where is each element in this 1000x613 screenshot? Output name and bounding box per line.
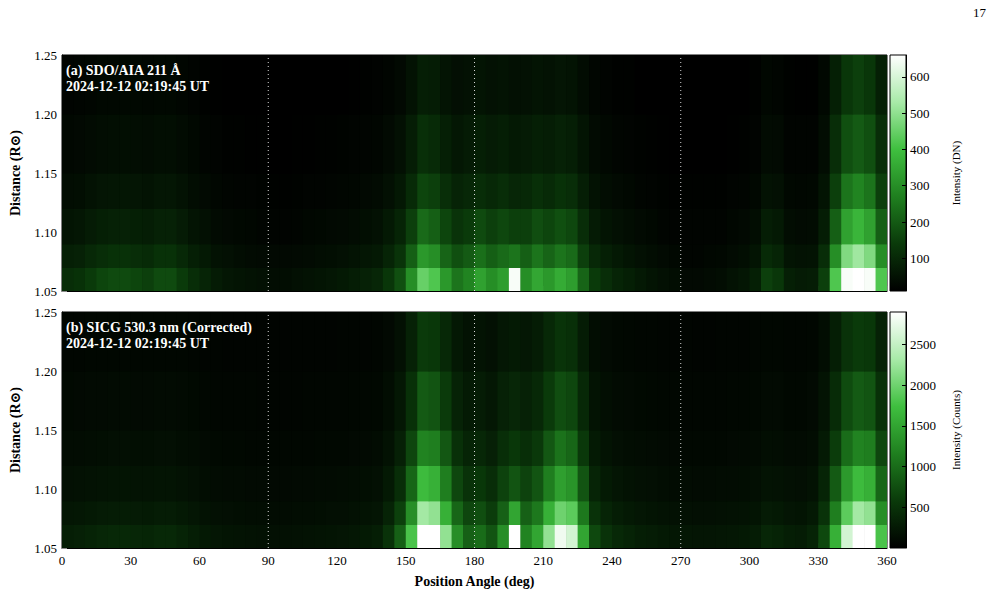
svg-text:600: 600 — [910, 69, 930, 84]
svg-text:Intensity (DN): Intensity (DN) — [950, 140, 963, 205]
svg-text:1500: 1500 — [910, 418, 936, 433]
svg-text:Intensity (Counts): Intensity (Counts) — [950, 390, 963, 470]
svg-text:1.20: 1.20 — [34, 364, 57, 379]
svg-text:17: 17 — [973, 5, 987, 20]
svg-text:2024-12-12 02:19:45 UT: 2024-12-12 02:19:45 UT — [66, 79, 210, 94]
svg-text:500: 500 — [910, 500, 930, 515]
svg-text:2000: 2000 — [910, 378, 936, 393]
svg-text:1.15: 1.15 — [34, 423, 57, 438]
svg-text:270: 270 — [671, 553, 691, 568]
svg-text:(a) SDO/AIA 211 Å: (a) SDO/AIA 211 Å — [66, 63, 182, 79]
svg-text:240: 240 — [602, 553, 622, 568]
svg-text:2024-12-12 02:19:45 UT: 2024-12-12 02:19:45 UT — [66, 336, 210, 351]
svg-text:100: 100 — [910, 251, 930, 266]
svg-text:360: 360 — [877, 553, 897, 568]
svg-text:120: 120 — [327, 553, 347, 568]
svg-text:1.05: 1.05 — [34, 541, 57, 556]
svg-text:1000: 1000 — [910, 459, 936, 474]
svg-text:400: 400 — [910, 142, 930, 157]
svg-text:30: 30 — [124, 553, 137, 568]
svg-text:300: 300 — [910, 178, 930, 193]
svg-text:200: 200 — [910, 215, 930, 230]
svg-text:210: 210 — [534, 553, 554, 568]
svg-text:1.10: 1.10 — [34, 482, 57, 497]
svg-text:1.05: 1.05 — [34, 284, 57, 299]
svg-text:500: 500 — [910, 106, 930, 121]
svg-text:2500: 2500 — [910, 337, 936, 352]
svg-text:1.25: 1.25 — [34, 305, 57, 320]
svg-text:1.25: 1.25 — [34, 48, 57, 63]
svg-text:150: 150 — [396, 553, 416, 568]
svg-text:1.15: 1.15 — [34, 166, 57, 181]
svg-text:1.10: 1.10 — [34, 225, 57, 240]
svg-text:180: 180 — [465, 553, 485, 568]
svg-text:60: 60 — [193, 553, 206, 568]
svg-text:0: 0 — [59, 553, 66, 568]
svg-text:300: 300 — [740, 553, 760, 568]
svg-text:Distance (R⊙): Distance (R⊙) — [8, 130, 24, 216]
svg-text:1.20: 1.20 — [34, 107, 57, 122]
svg-text:Position Angle (deg): Position Angle (deg) — [415, 574, 535, 590]
svg-text:Distance (R⊙): Distance (R⊙) — [8, 387, 24, 473]
svg-text:90: 90 — [262, 553, 275, 568]
svg-text:330: 330 — [809, 553, 829, 568]
svg-text:(b) SICG 530.3 nm (Corrected): (b) SICG 530.3 nm (Corrected) — [66, 320, 252, 336]
